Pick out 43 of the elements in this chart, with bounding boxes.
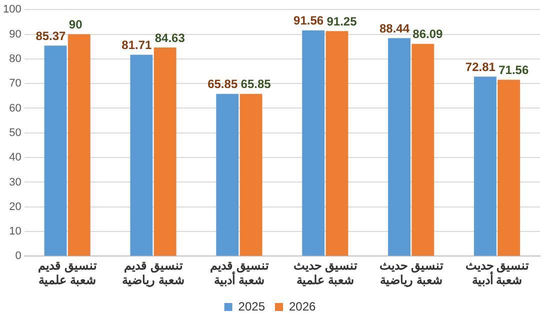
y-tick-label: 70 [9, 78, 22, 90]
bar [326, 31, 348, 256]
data-label: 65.85 [208, 77, 238, 92]
x-tick-label: تنسيق قديم شعبة أدبية [210, 258, 270, 288]
y-tick-label: 0 [15, 250, 22, 262]
data-label: 91.56 [294, 14, 324, 28]
bar [68, 34, 90, 256]
x-tick-label: تنسيق حديث شعبة علمية [293, 258, 358, 288]
bar [240, 94, 262, 256]
x-tick-label: تنسيق قديم شعبة علمية [38, 258, 98, 288]
bar [412, 44, 434, 256]
y-tick-label: 80 [9, 52, 22, 65]
data-label: 88.44 [379, 21, 410, 36]
data-label: 81.71 [122, 38, 152, 52]
bar [44, 46, 67, 256]
x-tick-label: تنسيق حديث شعبة رياضية [379, 258, 444, 288]
bar [388, 38, 410, 256]
data-label: 86.09 [412, 27, 444, 42]
y-tick-label: 100 [2, 4, 22, 16]
data-label: 71.56 [498, 63, 529, 78]
y-tick-label: 30 [9, 176, 22, 188]
y-tick-label: 10 [9, 226, 22, 238]
data-label: 65.85 [240, 77, 272, 92]
legend-label: 2026 [289, 299, 316, 314]
y-tick-label: 60 [9, 102, 22, 114]
y-tick-label: 20 [9, 200, 22, 213]
data-label: 85.37 [36, 28, 66, 43]
bar [474, 76, 496, 256]
bar [302, 30, 325, 256]
bar [130, 54, 153, 256]
bar [216, 94, 239, 256]
data-label: 91.25 [326, 14, 358, 28]
data-label: 90 [68, 18, 83, 32]
data-label: 72.81 [465, 60, 496, 74]
legend-label: 2025 [238, 299, 266, 314]
bar [498, 80, 520, 256]
y-tick-label: 40 [9, 152, 22, 164]
y-tick-label: 90 [9, 28, 22, 40]
x-tick-label: تنسيق قديم شعبة رياضية [122, 258, 184, 288]
x-tick-label: تنسيق حديث شعبة أدبية [465, 258, 530, 288]
y-tick-label: 50 [9, 126, 22, 139]
bar [154, 48, 176, 256]
data-label: 84.63 [154, 30, 186, 45]
